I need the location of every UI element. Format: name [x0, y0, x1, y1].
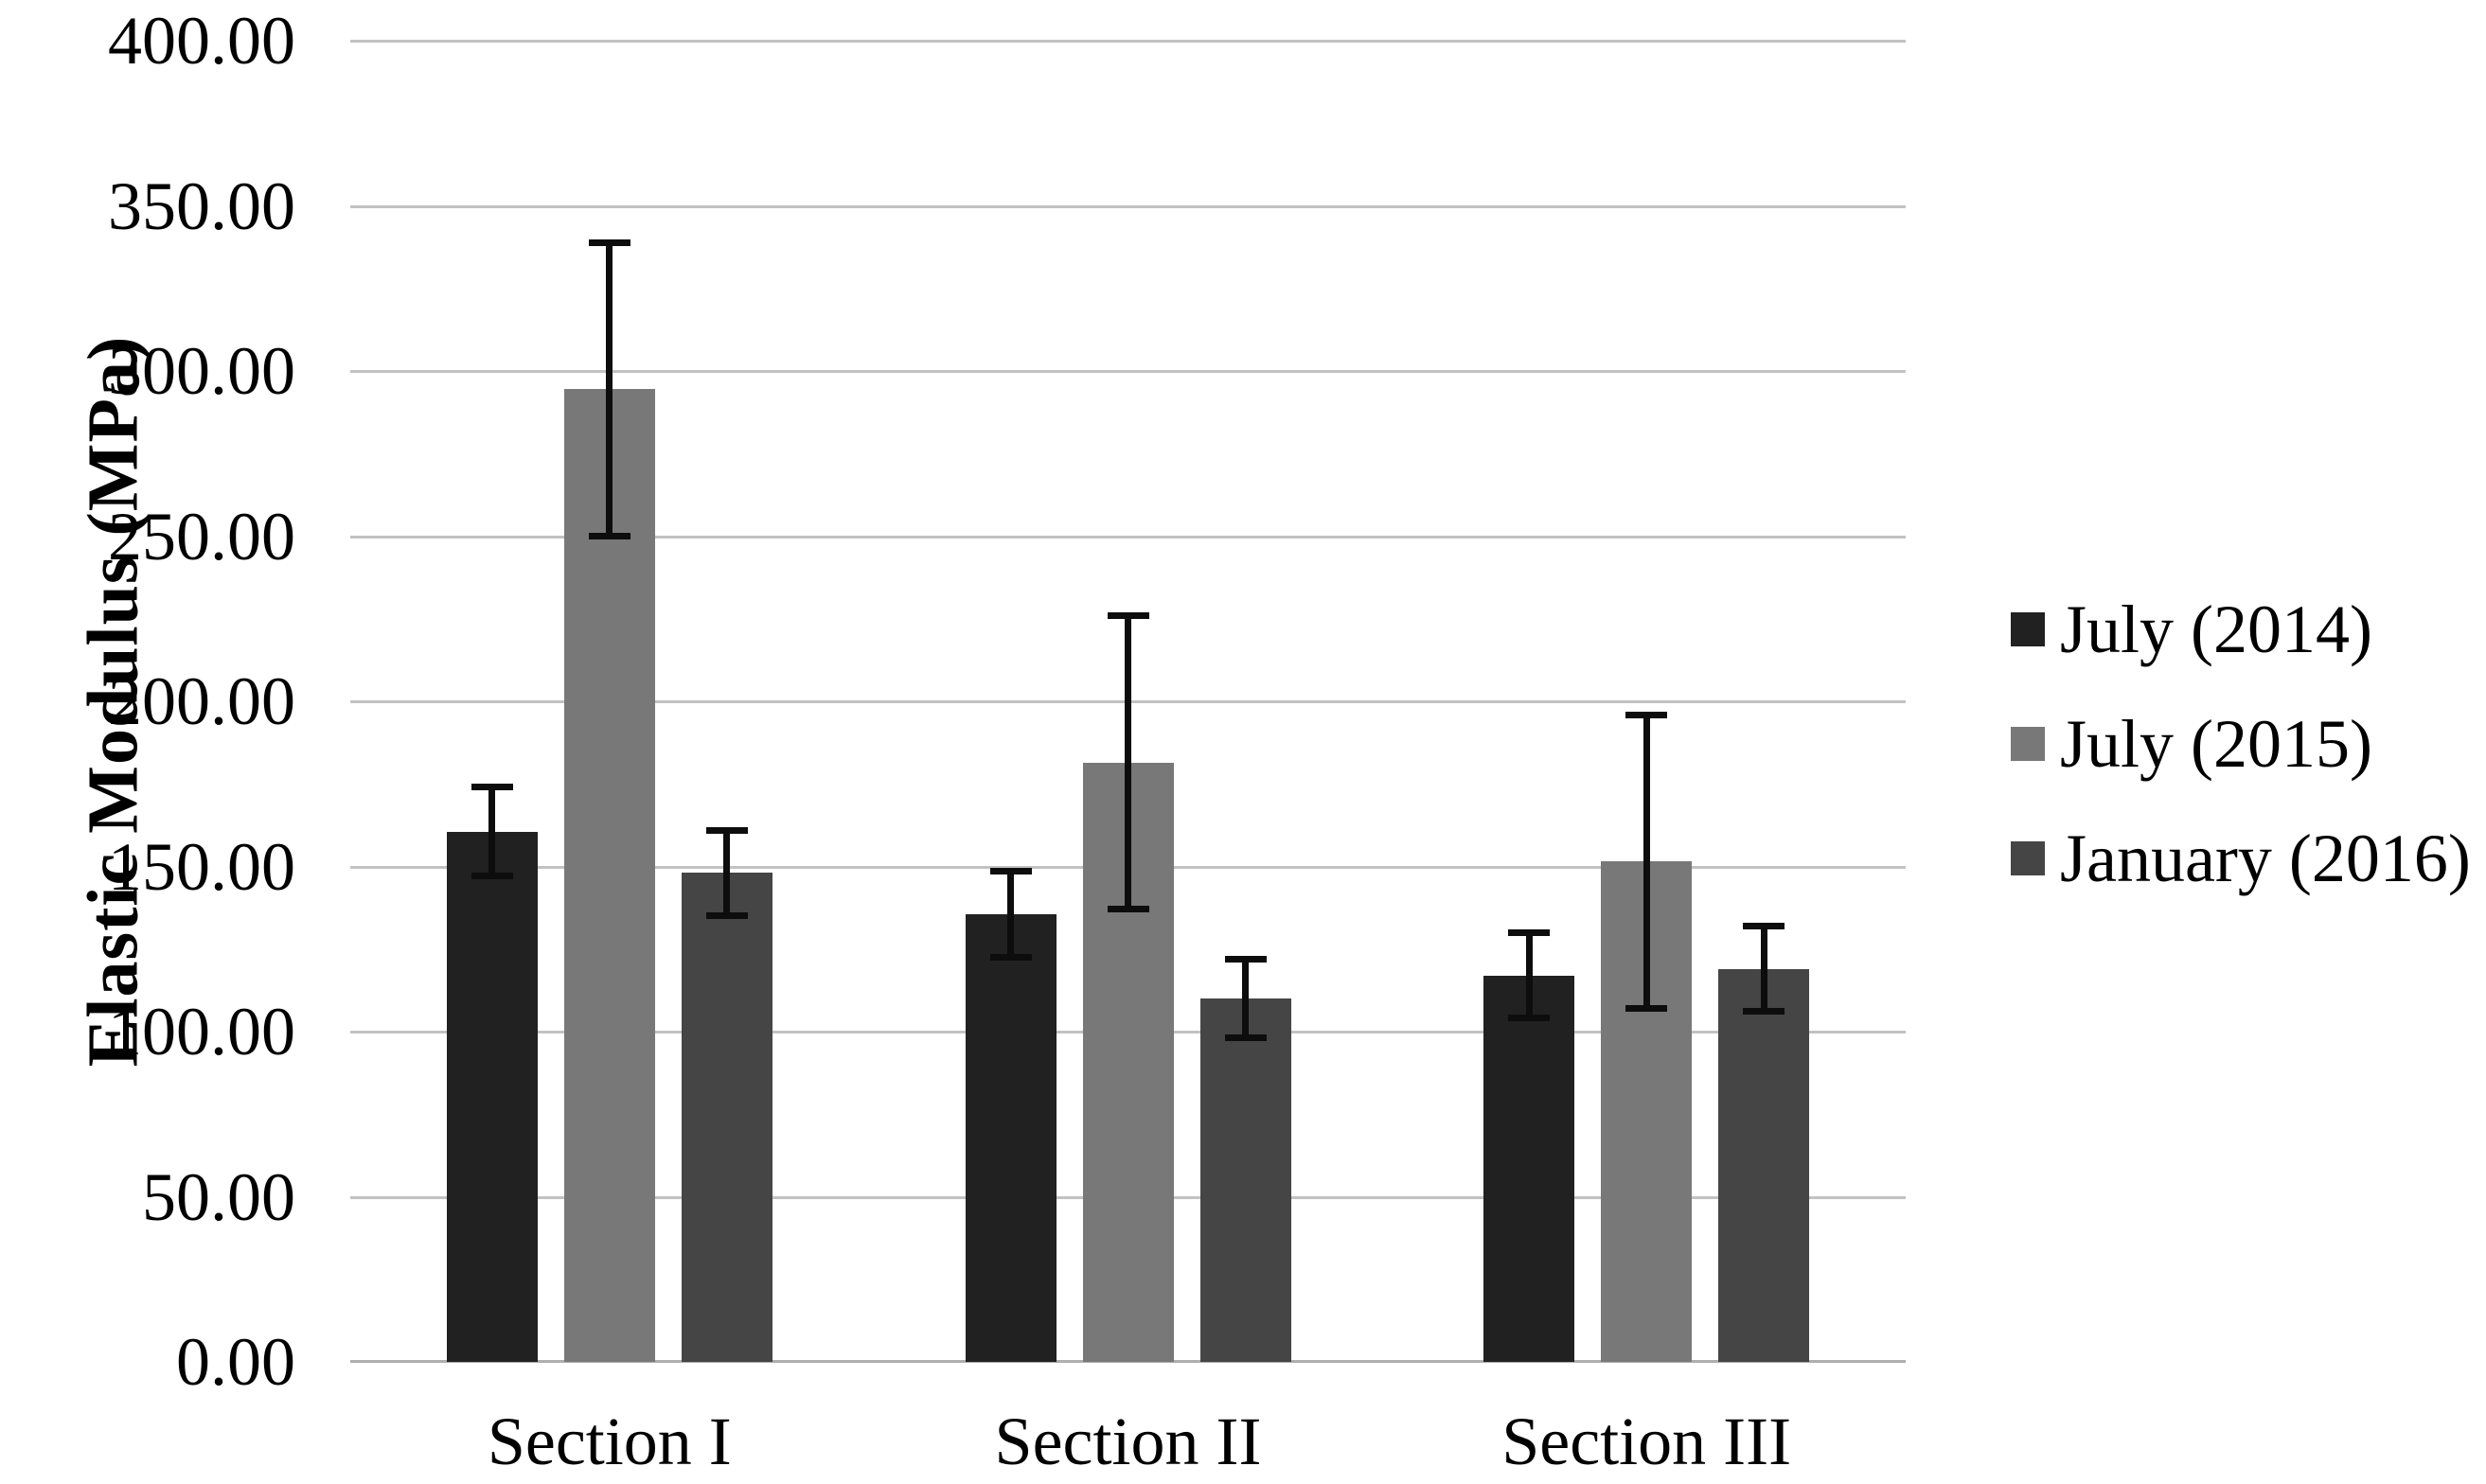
y-tick-label-50: 50.00: [142, 1158, 295, 1235]
error-bar-cap-bottom: [1743, 1008, 1785, 1016]
gridline-400: [350, 40, 1906, 43]
error-bar-cap-bottom: [1107, 906, 1149, 913]
bar-section-i-series-3: [681, 873, 772, 1362]
error-bar-cap-bottom: [1625, 1004, 1668, 1012]
bar-section-iii-series-3: [1718, 968, 1810, 1362]
legend-entry-2: July (2015): [2011, 710, 2471, 778]
x-category-label-3: Section III: [1501, 1404, 1792, 1479]
legend-swatch-icon: [2011, 612, 2045, 646]
error-bar: [606, 243, 613, 535]
y-tick-label-400: 400.00: [108, 3, 295, 79]
error-bar: [1525, 934, 1533, 1017]
error-bar-cap-top: [588, 238, 630, 246]
bar-section-i-series-1: [446, 831, 538, 1362]
error-bar: [1643, 716, 1650, 1007]
legend-label: July (2015): [2060, 706, 2372, 782]
error-bar-cap-top: [1224, 955, 1267, 963]
gridline-300: [350, 370, 1906, 373]
legend-entry-1: July (2014): [2011, 595, 2471, 663]
error-bar-cap-bottom: [471, 873, 513, 880]
error-bar: [488, 788, 496, 875]
legend-swatch-icon: [2011, 841, 2045, 875]
error-bar-cap-top: [1107, 612, 1149, 619]
error-bar-cap-top: [1625, 711, 1668, 718]
error-bar: [1760, 928, 1767, 1011]
y-tick-label-250: 250.00: [108, 498, 295, 574]
y-tick-label-150: 150.00: [108, 828, 295, 905]
legend-label: January (2016): [2060, 821, 2471, 896]
y-tick-label-300: 300.00: [108, 333, 295, 409]
gridline-250: [350, 535, 1906, 539]
plot-area: [350, 40, 1906, 1363]
bar-section-ii-series-3: [1199, 998, 1291, 1362]
y-tick-label-0: 0.00: [176, 1324, 295, 1400]
error-bar-cap-top: [471, 784, 513, 791]
error-bar-cap-bottom: [1508, 1015, 1551, 1022]
y-tick-label-200: 200.00: [108, 663, 295, 739]
error-bar-cap-bottom: [705, 912, 748, 920]
x-category-label-1: Section I: [487, 1404, 732, 1479]
error-bar: [1007, 873, 1014, 956]
legend-label: July (2014): [2060, 592, 2372, 667]
y-tick-label-350: 350.00: [108, 168, 295, 244]
bar-section-ii-series-1: [965, 914, 1057, 1362]
error-bar-cap-bottom: [989, 953, 1032, 961]
error-bar-cap-bottom: [588, 532, 630, 539]
legend-swatch-icon: [2011, 727, 2045, 761]
error-bar-cap-bottom: [1224, 1034, 1267, 1042]
y-tick-label-100: 100.00: [108, 994, 295, 1069]
error-bar: [723, 831, 731, 915]
bar-section-iii-series-1: [1483, 975, 1575, 1362]
legend-entry-3: January (2016): [2011, 824, 2471, 892]
legend: July (2014) July (2015) January (2016): [2011, 595, 2471, 939]
error-bar-cap-top: [705, 826, 748, 834]
error-bar-cap-top: [1743, 923, 1785, 930]
bar-section-i-series-2: [563, 389, 655, 1362]
error-bar: [1125, 617, 1131, 909]
gridline-350: [350, 204, 1906, 208]
error-bar-cap-top: [1508, 929, 1551, 937]
error-bar-cap-top: [989, 868, 1032, 875]
error-bar: [1242, 960, 1249, 1037]
x-category-label-2: Section II: [994, 1404, 1262, 1479]
